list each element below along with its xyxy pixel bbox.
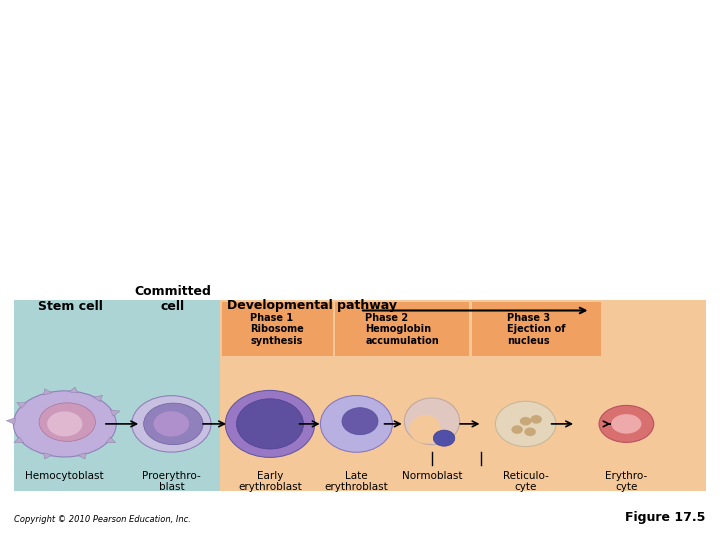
- Ellipse shape: [342, 408, 378, 435]
- Ellipse shape: [405, 398, 459, 444]
- Ellipse shape: [511, 426, 523, 434]
- Text: Committed
cell: Committed cell: [135, 285, 211, 313]
- Ellipse shape: [14, 391, 116, 457]
- Polygon shape: [14, 437, 24, 443]
- Polygon shape: [94, 395, 102, 402]
- Text: Proerythro-
blast: Proerythro- blast: [142, 471, 201, 492]
- Ellipse shape: [611, 414, 642, 434]
- Text: Late
erythroblast: Late erythroblast: [325, 471, 388, 492]
- Ellipse shape: [236, 399, 304, 449]
- Text: Copyright © 2010 Pearson Education, Inc.: Copyright © 2010 Pearson Education, Inc.: [14, 515, 192, 524]
- Text: Figure 17.5: Figure 17.5: [625, 511, 706, 524]
- Ellipse shape: [143, 403, 203, 445]
- Ellipse shape: [520, 417, 531, 426]
- FancyBboxPatch shape: [472, 302, 601, 356]
- Ellipse shape: [320, 395, 392, 453]
- Polygon shape: [78, 453, 86, 459]
- Polygon shape: [6, 418, 15, 424]
- Text: Erythro-
cyte: Erythro- cyte: [606, 471, 647, 492]
- Ellipse shape: [531, 415, 542, 424]
- Ellipse shape: [599, 406, 654, 442]
- Text: Reticulo-
cyte: Reticulo- cyte: [503, 471, 549, 492]
- Polygon shape: [69, 387, 78, 393]
- Text: Phase 3
Ejection of
nucleus: Phase 3 Ejection of nucleus: [507, 313, 566, 346]
- FancyBboxPatch shape: [222, 302, 333, 356]
- Text: Hemocytoblast: Hemocytoblast: [25, 471, 104, 481]
- Text: Phase 1
Ribosome
synthesis: Phase 1 Ribosome synthesis: [251, 313, 304, 346]
- Text: Early
erythroblast: Early erythroblast: [238, 471, 302, 492]
- Polygon shape: [106, 437, 116, 443]
- Polygon shape: [44, 389, 52, 395]
- Ellipse shape: [48, 411, 82, 436]
- Ellipse shape: [524, 428, 536, 436]
- Ellipse shape: [153, 411, 189, 436]
- Ellipse shape: [132, 396, 211, 452]
- Text: Phase 2
Hemoglobin
accumulation: Phase 2 Hemoglobin accumulation: [365, 313, 439, 346]
- Text: Stem cell: Stem cell: [37, 300, 103, 313]
- Polygon shape: [110, 410, 120, 416]
- Text: Developmental pathway: Developmental pathway: [227, 299, 397, 312]
- Ellipse shape: [225, 390, 315, 457]
- Text: Normoblast: Normoblast: [402, 471, 462, 481]
- FancyBboxPatch shape: [220, 300, 706, 491]
- Polygon shape: [44, 453, 52, 459]
- Ellipse shape: [39, 403, 95, 441]
- Polygon shape: [17, 402, 27, 408]
- FancyBboxPatch shape: [126, 300, 220, 491]
- FancyBboxPatch shape: [14, 300, 126, 491]
- Ellipse shape: [433, 430, 455, 446]
- Ellipse shape: [495, 401, 556, 447]
- Ellipse shape: [410, 415, 441, 443]
- FancyBboxPatch shape: [335, 302, 469, 356]
